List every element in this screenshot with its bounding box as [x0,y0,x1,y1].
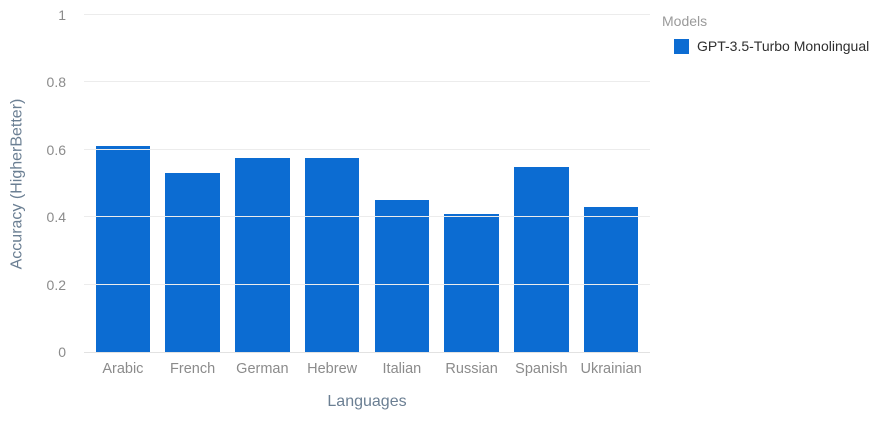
bar-spanish[interactable] [514,166,569,352]
x-tick-label-russian: Russian [445,361,498,377]
y-tick-label: 0.8 [46,74,66,91]
gridline [84,216,650,218]
legend-item-label: GPT-3.5-Turbo Monolingual [697,38,870,54]
x-tick-label-hebrew: Hebrew [307,361,358,377]
gridline [84,81,650,83]
bar-slot [158,15,228,352]
bar-slot [576,15,646,352]
plot-area [84,14,650,353]
legend-swatch-icon [674,38,689,54]
gridline [84,148,650,150]
bar-slot [297,15,367,352]
y-tick-label: 0.6 [46,141,66,158]
x-tick-label-italian: Italian [382,361,422,377]
bar-slot [228,15,298,352]
gridline [84,283,650,285]
bar-slot [507,15,577,352]
bar-french[interactable] [165,173,220,352]
x-tick-label-arabic: Arabic [102,361,144,377]
legend: Models GPT-3.5-Turbo Monolingual [662,13,869,54]
bar-slot [437,15,507,352]
x-tick-label-french: French [170,361,216,377]
legend-item-gpt35-turbo-monolingual[interactable]: GPT-3.5-Turbo Monolingual [674,38,869,54]
x-axis-title: Languages [327,393,407,410]
x-axis-labels: Arabic French German Hebrew Italian Russian Sp… [84,361,650,377]
bar-slot [367,15,437,352]
bar-italian[interactable] [374,200,430,352]
y-tick-label: 0 [58,344,66,360]
bar-hebrew[interactable] [304,158,360,352]
bars-row [84,15,650,352]
bar-russian[interactable] [444,213,499,352]
bar-arabic[interactable] [95,146,151,352]
y-axis-ticks: 0 0.2 0.4 0.6 0.8 1 [0,8,76,359]
bar-german[interactable] [235,158,290,352]
x-tick-label-german: German [236,361,289,377]
gridline [84,14,650,15]
legend-title: Models [662,13,708,29]
y-tick-label: 0.2 [46,276,66,293]
y-tick-label: 0.4 [46,209,66,226]
bar-slot [88,15,158,352]
y-tick-label: 1 [58,7,66,23]
x-tick-label-spanish: Spanish [515,361,568,377]
x-tick-label-ukrainian: Ukrainian [580,361,642,377]
bar-ukrainian[interactable] [583,207,639,352]
